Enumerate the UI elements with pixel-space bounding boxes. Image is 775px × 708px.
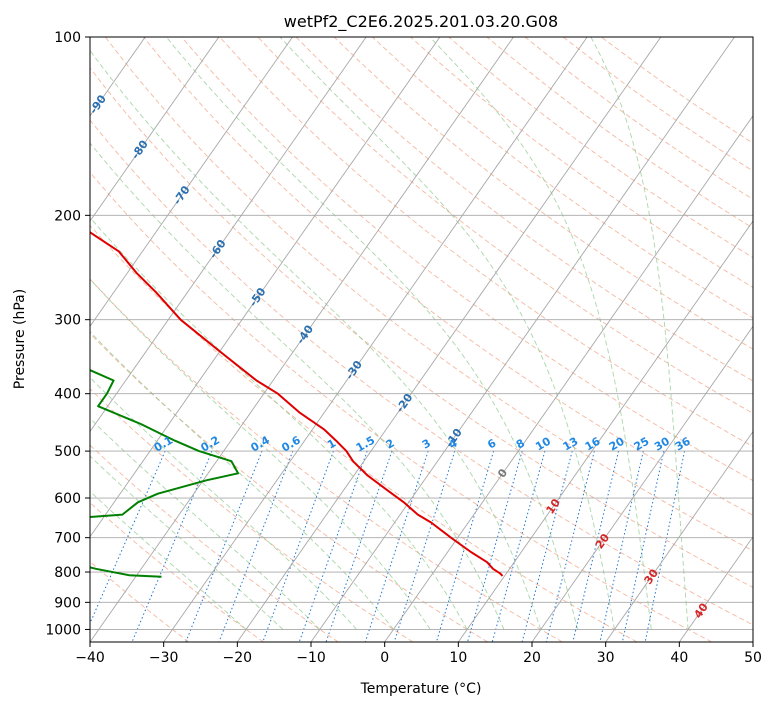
mixing-ratio-line [491, 450, 546, 642]
y-tick-label: 400 [54, 387, 81, 403]
mixing-ratio-line [521, 450, 573, 642]
mixing-ratio-line [467, 450, 523, 642]
x-axis-label: Temperature (°C) [360, 681, 482, 697]
mixing-ratio-line [364, 450, 429, 642]
moist-adiabat [590, 37, 689, 630]
isotherm-line [90, 37, 293, 328]
plot-frame [89, 36, 754, 643]
y-tick-label: 800 [54, 565, 81, 581]
isotherm-line [236, 37, 662, 642]
series-group [90, 231, 504, 578]
dry-adiabat [90, 171, 712, 642]
isotherm-line [678, 535, 753, 642]
mixing-ratio-labels: 0.1 0.2 0.4 0.6 1 1.5 2 3 4 6 8 10 13 16 20 25 30 36 [152, 433, 693, 454]
y-tick-label: 100 [54, 30, 81, 46]
mixing-ratio-line [298, 450, 368, 642]
isotherm-line [310, 37, 735, 642]
dry-adiabat [333, 37, 753, 350]
y-tick-label: 900 [54, 595, 81, 611]
moist-adiabat [90, 376, 357, 630]
isotherm-line [90, 37, 441, 538]
dry-adiabat [90, 561, 190, 642]
dry-adiabat [90, 278, 563, 642]
mixing-ratio-line [435, 450, 495, 642]
x-tick-label: 30 [597, 650, 615, 666]
dry-adiabat [295, 37, 753, 382]
x-tick-label: −30 [149, 650, 179, 666]
moist-adiabat [429, 37, 652, 630]
isotherm-line [90, 37, 367, 433]
x-tick-label: −20 [223, 650, 253, 666]
mixing-ratio-line [131, 450, 213, 642]
dry-adiabat [181, 37, 753, 482]
grid-lines [90, 37, 753, 642]
dry-adiabat [143, 37, 753, 516]
isotherm-line [90, 37, 514, 642]
series-line-2 [90, 369, 240, 578]
y-axis-label: Pressure (hPa) [12, 289, 28, 389]
dry-adiabat [219, 37, 753, 448]
x-tick-label: −40 [75, 650, 105, 666]
dry-adiabat [90, 67, 753, 588]
y-tick-label: 600 [54, 491, 81, 507]
isotherm-line [605, 430, 753, 642]
mixing-ratio-line [621, 450, 665, 642]
isotherm-line [163, 37, 588, 642]
moist-adiabat [166, 37, 579, 630]
moist-adiabat [90, 216, 468, 630]
mixing-ratio-line [90, 450, 166, 625]
moist-adiabat [90, 142, 505, 630]
moist-adiabat [90, 417, 321, 630]
x-tick-label: 40 [670, 650, 688, 666]
y-tick-label: 700 [54, 531, 81, 547]
mixing-ratio-line [599, 450, 644, 642]
x-tick-label: 10 [449, 650, 467, 666]
mixing-ratio-line [572, 450, 620, 642]
dry-adiabat [90, 119, 753, 626]
moist-adiabat [90, 49, 542, 630]
isotherm-line [90, 37, 220, 222]
y-tick-label: 500 [54, 444, 81, 460]
dry-adiabat [90, 444, 339, 642]
moist-adiabat [90, 331, 394, 630]
isotherm-line [457, 220, 753, 642]
mixing-ratio-line [325, 450, 393, 642]
x-tick-label: 20 [523, 650, 541, 666]
x-tick-label: 0 [380, 650, 389, 666]
moist-adiabat [90, 278, 431, 630]
y-tick-label: 1000 [45, 622, 81, 638]
y-tick-label: 200 [54, 208, 81, 224]
x-tick-label: −10 [296, 650, 326, 666]
x-axis: −40 −30 −20 −10 0 10 20 30 40 50 [75, 642, 762, 666]
series-line-1 [90, 231, 504, 577]
x-tick-label: 50 [744, 650, 762, 666]
mixing-ratio-line [393, 450, 456, 642]
y-tick-label: 300 [54, 313, 81, 329]
dry-adiabat [90, 332, 488, 642]
isotherm-line [531, 325, 753, 642]
dry-adiabat [372, 37, 753, 319]
chart-title: wetPf2_C2E6.2025.201.03.20.G08 [284, 12, 558, 32]
y-axis: 100 200 300 400 500 600 700 800 900 1000 [45, 30, 90, 638]
mixing-ratio-line [644, 451, 686, 642]
